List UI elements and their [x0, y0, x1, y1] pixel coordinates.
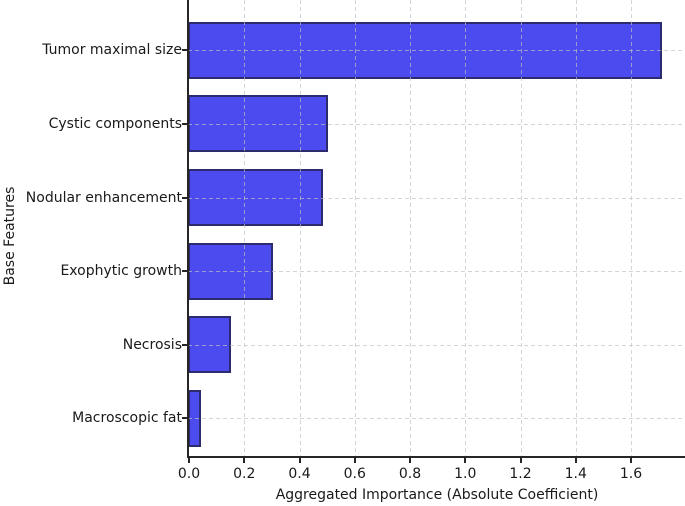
x-tick-label: 0.8 [398, 466, 422, 482]
vertical-gridline [355, 0, 356, 457]
x-tick-mark [298, 458, 301, 463]
vertical-gridline [576, 0, 577, 457]
x-tick-label: 0.0 [177, 466, 201, 482]
x-tick-mark [519, 458, 522, 463]
y-axis-label: Base Features [2, 186, 18, 286]
bar [188, 95, 329, 153]
category-label: Macroscopic fat [72, 410, 182, 427]
vertical-gridline [465, 0, 466, 457]
horizontal-gridline [188, 50, 685, 51]
x-axis-spine [187, 456, 685, 458]
vertical-gridline [300, 0, 301, 457]
bar [188, 316, 232, 374]
x-tick-mark [574, 458, 577, 463]
x-tick-mark [630, 458, 632, 463]
x-axis-label: Aggregated Importance (Absolute Coeffici… [275, 487, 599, 503]
x-tick-mark [243, 458, 246, 463]
y-tick-mark [182, 49, 187, 52]
x-tick-label: 1.6 [619, 466, 643, 482]
horizontal-gridline [188, 418, 685, 419]
x-tick-label: 1.0 [454, 466, 477, 482]
x-tick-mark [188, 458, 190, 463]
category-label: Necrosis [122, 336, 182, 353]
horizontal-gridline [188, 271, 685, 272]
vertical-gridline [244, 0, 245, 457]
x-tick-mark [409, 458, 411, 463]
x-tick-label: 0.6 [343, 466, 366, 482]
vertical-gridline [631, 0, 632, 457]
vertical-gridline [410, 0, 411, 457]
category-label: Nodular enhancement [25, 189, 182, 206]
horizontal-gridline [188, 198, 685, 199]
y-tick-mark [182, 196, 187, 199]
x-tick-label: 0.2 [233, 466, 256, 482]
y-tick-mark [182, 270, 187, 273]
x-tick-mark [353, 458, 356, 463]
category-label: Tumor maximal size [42, 42, 182, 59]
category-label: Exophytic growth [60, 263, 182, 280]
vertical-gridline [521, 0, 522, 457]
horizontal-gridline [188, 124, 685, 125]
x-tick-label: 1.2 [509, 466, 532, 482]
x-tick-label: 1.4 [564, 466, 587, 482]
y-tick-mark [182, 122, 187, 125]
y-tick-mark [182, 343, 187, 346]
y-tick-mark [182, 417, 187, 420]
y-axis-spine [187, 0, 189, 458]
x-tick-label: 0.4 [288, 466, 311, 482]
horizontal-gridline [188, 345, 685, 346]
category-label: Cystic components [48, 115, 182, 132]
x-tick-mark [464, 458, 467, 463]
